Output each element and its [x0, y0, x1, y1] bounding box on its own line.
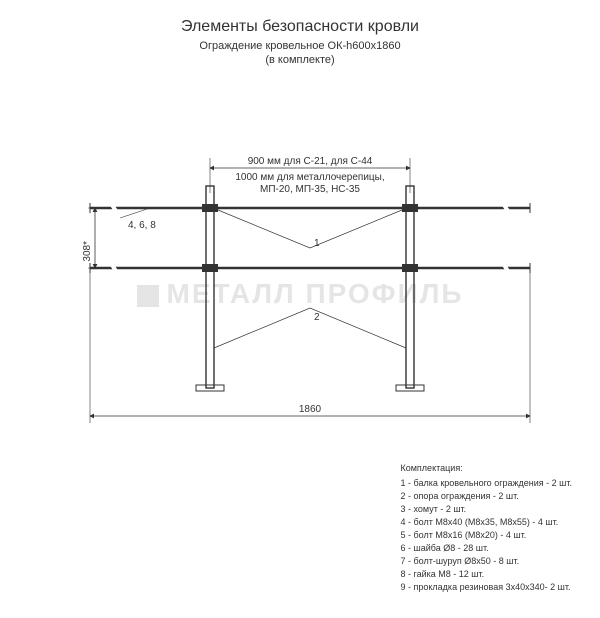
- parts-item: 7 - болт-шуруп Ø8х50 - 8 шт.: [401, 555, 573, 568]
- dim-left: 308*: [82, 208, 110, 268]
- parts-item: 4 - болт М8х40 (М8х35, М8х55) - 4 шт.: [401, 516, 573, 529]
- parts-item: 3 - хомут - 2 шт.: [401, 503, 573, 516]
- dim-bottom: 1860: [90, 268, 530, 423]
- parts-item: 5 - болт М8х16 (М8х20) - 4 шт.: [401, 529, 573, 542]
- callout-1: 1: [218, 210, 402, 249]
- parts-item: 6 - шайба Ø8 - 28 шт.: [401, 542, 573, 555]
- parts-list: Комплектация: 1 - балка кровельного огра…: [401, 462, 573, 594]
- posts: [196, 186, 424, 391]
- dim-small-text: 4, 6, 8: [128, 220, 156, 231]
- technical-diagram: 900 мм для С-21, для С-44 1000 мм для ме…: [0, 98, 600, 458]
- dim-bottom-text: 1860: [299, 404, 322, 415]
- dim-top: 900 мм для С-21, для С-44 1000 мм для ме…: [210, 156, 410, 195]
- callout-2: 2: [214, 308, 406, 348]
- parts-item: 8 - гайка М8 - 12 шт.: [401, 568, 573, 581]
- parts-item: 2 - опора ограждения - 2 шт.: [401, 490, 573, 503]
- parts-item: 1 - балка кровельного ограждения - 2 шт.: [401, 477, 573, 490]
- page-subtitle: Ограждение кровельное ОК-h600x1860: [0, 40, 600, 52]
- dim-top-text1: 900 мм для С-21, для С-44: [248, 156, 373, 167]
- parts-item: 9 - прокладка резиновая 3х40х340- 2 шт.: [401, 581, 573, 594]
- page-title: Элементы безопасности кровли: [0, 18, 600, 36]
- page-subtitle2: (в комплекте): [0, 54, 600, 66]
- rails: [90, 202, 530, 274]
- dim-left-text: 308*: [82, 241, 93, 262]
- parts-title: Комплектация:: [401, 462, 573, 475]
- dim-top-text3: МП-20, МП-35, НС-35: [260, 184, 360, 195]
- dim-small: 4, 6, 8: [120, 208, 156, 231]
- callout-1-text: 1: [314, 238, 320, 249]
- dim-top-text2: 1000 мм для металлочерепицы,: [235, 172, 384, 183]
- callout-2-text: 2: [314, 312, 320, 323]
